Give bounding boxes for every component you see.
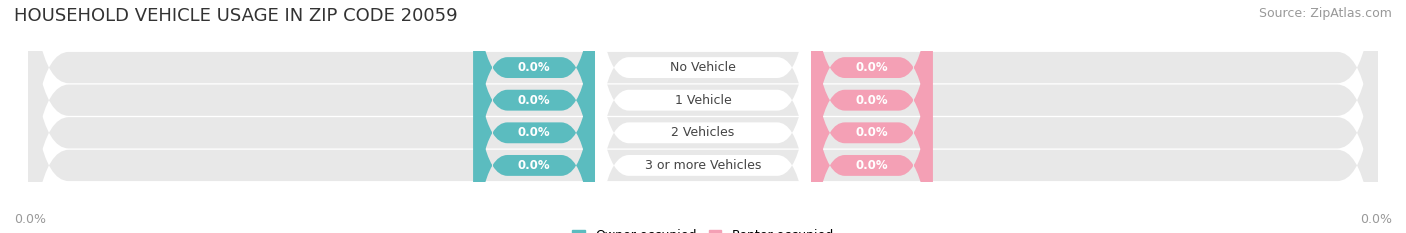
FancyBboxPatch shape [811, 0, 932, 233]
Text: 3 or more Vehicles: 3 or more Vehicles [645, 159, 761, 172]
FancyBboxPatch shape [28, 0, 1378, 233]
Legend: Owner-occupied, Renter-occupied: Owner-occupied, Renter-occupied [568, 224, 838, 233]
Text: 0.0%: 0.0% [517, 94, 551, 107]
Text: 2 Vehicles: 2 Vehicles [672, 126, 734, 139]
FancyBboxPatch shape [28, 0, 1378, 233]
Text: 0.0%: 0.0% [517, 126, 551, 139]
Text: 1 Vehicle: 1 Vehicle [675, 94, 731, 107]
Text: 0.0%: 0.0% [855, 159, 889, 172]
FancyBboxPatch shape [474, 0, 595, 220]
FancyBboxPatch shape [811, 0, 932, 220]
Text: 0.0%: 0.0% [855, 94, 889, 107]
FancyBboxPatch shape [28, 0, 1378, 233]
FancyBboxPatch shape [474, 0, 595, 233]
Text: 0.0%: 0.0% [855, 61, 889, 74]
Text: 0.0%: 0.0% [517, 159, 551, 172]
FancyBboxPatch shape [474, 0, 595, 233]
FancyBboxPatch shape [595, 0, 811, 233]
Text: No Vehicle: No Vehicle [671, 61, 735, 74]
FancyBboxPatch shape [595, 0, 811, 233]
Text: 0.0%: 0.0% [1360, 213, 1392, 226]
Text: 0.0%: 0.0% [855, 126, 889, 139]
Text: 0.0%: 0.0% [14, 213, 46, 226]
FancyBboxPatch shape [811, 0, 932, 233]
Text: Source: ZipAtlas.com: Source: ZipAtlas.com [1258, 7, 1392, 20]
FancyBboxPatch shape [28, 0, 1378, 233]
FancyBboxPatch shape [595, 13, 811, 233]
Text: 0.0%: 0.0% [517, 61, 551, 74]
FancyBboxPatch shape [474, 13, 595, 233]
FancyBboxPatch shape [811, 13, 932, 233]
Text: HOUSEHOLD VEHICLE USAGE IN ZIP CODE 20059: HOUSEHOLD VEHICLE USAGE IN ZIP CODE 2005… [14, 7, 458, 25]
FancyBboxPatch shape [595, 0, 811, 220]
